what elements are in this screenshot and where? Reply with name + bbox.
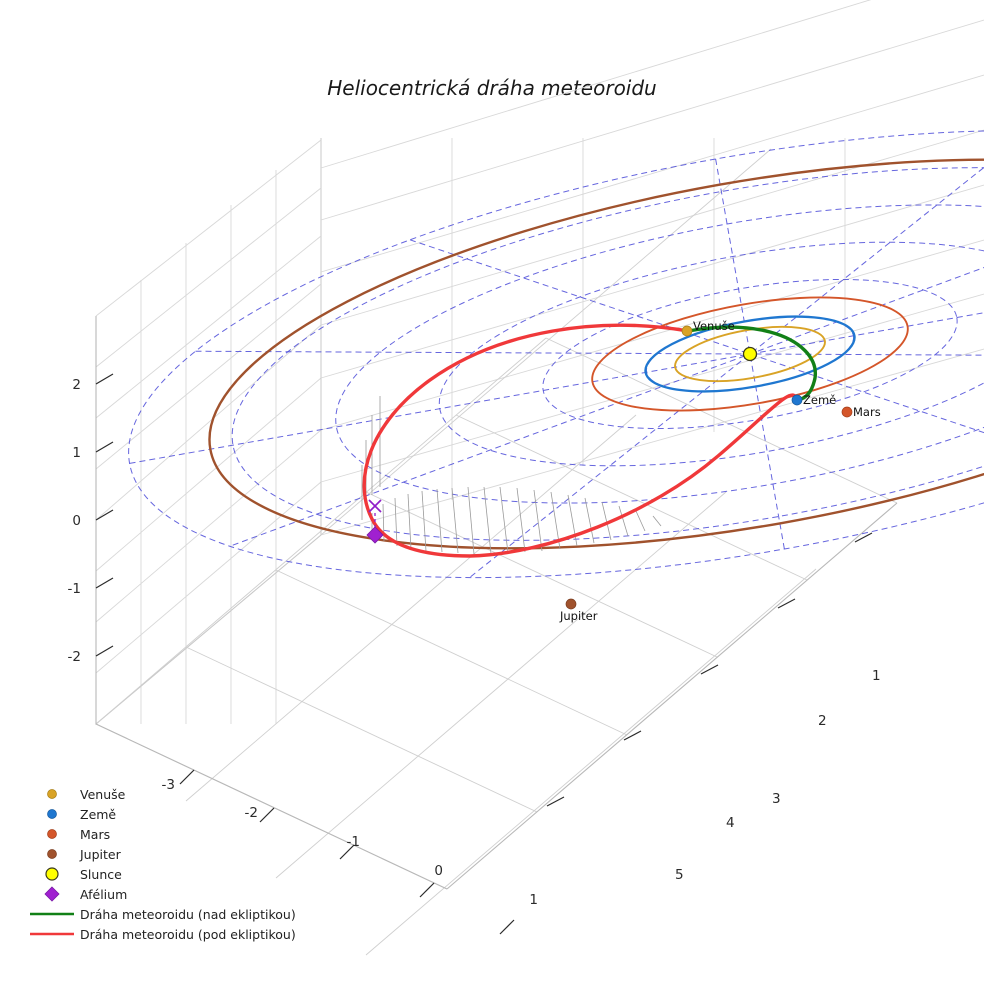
legend-slunce-label: Slunce — [80, 867, 122, 882]
venus-marker — [681, 325, 693, 337]
legend-item-draha-pod[interactable]: Dráha meteoroidu (pod ekliptikou) — [30, 927, 296, 942]
z-tick-label-4: -2 — [68, 649, 81, 665]
x-tick-label-2: -1 — [347, 834, 360, 850]
z-tick-label-2: 0 — [72, 513, 81, 529]
legend-item-mars[interactable]: Mars — [47, 827, 111, 842]
orbit-earth — [644, 315, 856, 393]
meteoroid-stem-lines — [361, 396, 662, 555]
z-tick-label-0: 2 — [72, 377, 81, 393]
meteoroid-orbit — [362, 323, 817, 558]
legend-afelium-swatch — [44, 886, 60, 902]
mars-label: Mars — [853, 405, 881, 419]
y-tick-label-1: 2 — [818, 713, 827, 729]
x-tick-label-3: 0 — [434, 863, 443, 879]
jupiter-label: Jupiter — [559, 609, 598, 623]
legend-afelium-label: Afélium — [80, 887, 127, 902]
legend-jupiter-swatch — [47, 849, 57, 859]
x-axis-line — [95, 723, 448, 890]
aphelion-diamond-icon — [366, 526, 384, 544]
y-tick-label-3: 4 — [726, 815, 735, 831]
z-tick-label-1: 1 — [72, 445, 81, 461]
meteoroid-path-below-ecliptic — [362, 323, 799, 558]
legend-slunce-swatch — [45, 867, 59, 881]
legend-zeme-label: Země — [80, 807, 116, 822]
x-tick-label-0: -3 — [162, 777, 175, 793]
y-tick-label-0: 1 — [872, 668, 881, 684]
axes-panes — [95, 0, 984, 956]
x-tick-label-1: -2 — [245, 805, 258, 821]
aphelion-x-icon — [368, 499, 382, 513]
legend-venuse-label: Venuše — [80, 787, 126, 802]
legend-mars-swatch — [47, 829, 57, 839]
planet-orbits — [208, 158, 984, 550]
jupiter-marker — [565, 598, 577, 610]
ecliptic-spoke-3 — [715, 158, 785, 550]
y-axis-ticks: 1 2 3 4 5 — [546, 532, 881, 883]
legend-item-jupiter[interactable]: Jupiter — [47, 847, 122, 862]
legend-item-zeme[interactable]: Země — [47, 807, 117, 822]
legend-item-slunce[interactable]: Slunce — [45, 867, 122, 882]
legend-item-venuse[interactable]: Venuše — [47, 787, 126, 802]
sun-marker — [742, 346, 758, 362]
legend-jupiter-label: Jupiter — [79, 847, 122, 862]
earth-label: Země — [803, 393, 836, 407]
legend-item-draha-nad[interactable]: Dráha meteoroidu (nad ekliptikou) — [30, 907, 296, 922]
mars-marker — [841, 406, 853, 418]
legend-venuse-swatch — [47, 789, 57, 799]
legend-draha-nad-label: Dráha meteoroidu (nad ekliptikou) — [80, 907, 296, 922]
orbit-mars — [591, 296, 909, 412]
legend: Venuše Země Mars Jupiter Slunce Afélium — [30, 787, 296, 942]
y-tick-label-2: 3 — [772, 791, 781, 807]
z-axis-ticks: 2 1 0 -1 -2 — [68, 373, 114, 665]
legend-item-afelium[interactable]: Afélium — [44, 886, 127, 902]
legend-draha-pod-label: Dráha meteoroidu (pod ekliptikou) — [80, 927, 296, 942]
y-tick-label-4: 5 — [675, 867, 684, 883]
legend-mars-label: Mars — [80, 827, 110, 842]
x-axis-ticks: -3 -2 -1 0 1 — [162, 769, 538, 935]
page-title: Heliocentrická dráha meteoroidu — [327, 76, 657, 100]
earth-marker — [791, 394, 803, 406]
body-markers: Venuše Země Mars Jupiter — [559, 319, 881, 623]
left-pane-upper-grid — [95, 139, 322, 520]
meteoroid-path-above-ecliptic — [686, 325, 817, 402]
venus-label: Venuše — [693, 319, 735, 333]
orbit-venus — [674, 325, 826, 383]
x-tick-label-4: 1 — [529, 892, 538, 908]
legend-zeme-swatch — [47, 809, 57, 819]
z-tick-label-3: -1 — [68, 581, 81, 597]
aphelion-marker-group — [366, 499, 384, 544]
orbit-jupiter — [208, 158, 984, 550]
y-axis-line — [446, 502, 898, 890]
